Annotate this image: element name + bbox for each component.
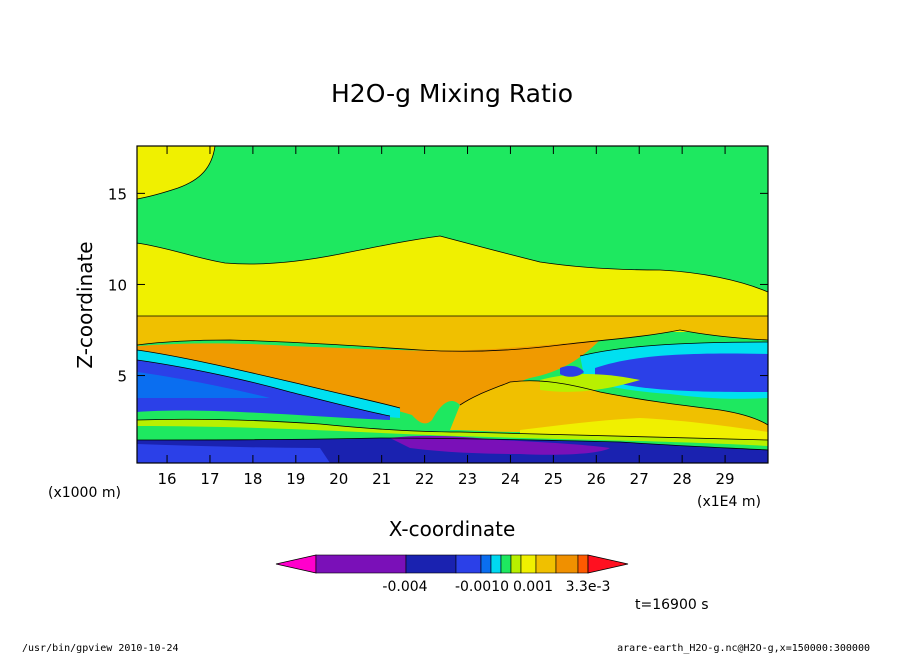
chart-title: H2O-g Mixing Ratio: [331, 79, 573, 108]
x-tick-label: 17: [200, 470, 219, 488]
band-purple-min: [390, 435, 610, 455]
colorbar-segment: [510, 554, 522, 574]
plot-frame: [136, 145, 769, 464]
band-green-left-sliver: [137, 232, 175, 244]
colorbar-segment: [490, 554, 502, 574]
colorbar-label-3: 0.001: [513, 579, 553, 595]
feature-green-wisp: [280, 232, 318, 246]
band-sky-left: [137, 372, 270, 398]
band-lime-right: [540, 374, 640, 392]
band-blue-right: [595, 353, 768, 392]
colorbar-label-2: -0.0010: [455, 579, 509, 595]
y-axis-title: Z-coordinate: [73, 241, 97, 368]
x-tick-label: 20: [329, 470, 348, 488]
colorbar-label-4: 3.3e-3: [566, 579, 611, 595]
band-yellow-upper: [137, 236, 768, 332]
y-axis: 5 10 15: [108, 185, 768, 386]
colorbar-max-arrow: [587, 554, 629, 574]
x-tick-label: 28: [673, 470, 692, 488]
x-tick-label: 24: [501, 470, 520, 488]
colorbar-min-arrow: [275, 554, 317, 574]
x-tick-label: 16: [158, 470, 177, 488]
footer-right: arare-earth_H2O-g.nc@H2O-g,x=150000:3000…: [617, 643, 870, 654]
y-scale-label: (x1000 m): [48, 485, 121, 501]
colorbar-segment: [577, 554, 589, 574]
colorbar-label-1: -0.004: [382, 579, 427, 595]
colorbar-segment: [405, 554, 457, 574]
band-blue-bottom: [137, 444, 330, 463]
x-tick-label: 26: [587, 470, 606, 488]
contour-lines: [137, 146, 768, 451]
colorbar-labels: -0.004 -0.0010 0.001 3.3e-3: [382, 579, 610, 595]
y-tick-label: 15: [108, 185, 127, 203]
band-yellow-topleft: [137, 146, 215, 199]
x-tick-label: 29: [716, 470, 735, 488]
x-axis: 16 17 18 19 20 21 22 23 24 25 26 27 28 29: [158, 146, 735, 488]
colorbar-segment: [455, 554, 482, 574]
x-tick-label: 18: [243, 470, 262, 488]
contour-field: [137, 146, 768, 463]
x-tick-label: 19: [286, 470, 305, 488]
x-tick-label: 23: [458, 470, 477, 488]
x-tick-label: 27: [630, 470, 649, 488]
colorbar: [275, 554, 629, 574]
footer-left: /usr/bin/gpview 2010-10-24: [22, 643, 179, 654]
x-scale-label: (x1E4 m): [697, 494, 761, 510]
colorbar-segment: [480, 554, 492, 574]
x-tick-label: 22: [415, 470, 434, 488]
colorbar-segment: [555, 554, 579, 574]
x-tick-label: 25: [544, 470, 563, 488]
feature-blue-blob: [560, 365, 584, 377]
time-label: t=16900 s: [635, 597, 709, 613]
x-tick-label: 21: [372, 470, 391, 488]
x-axis-title: X-coordinate: [389, 517, 516, 541]
y-tick-label: 10: [108, 276, 127, 294]
band-blue-left: [137, 360, 390, 420]
colorbar-segment: [315, 554, 407, 574]
colorbar-segment: [535, 554, 557, 574]
band-lime-bottom: [137, 419, 768, 446]
y-tick-label: 5: [117, 368, 127, 386]
colorbar-segment: [520, 554, 537, 574]
colorbar-segment: [500, 554, 512, 574]
